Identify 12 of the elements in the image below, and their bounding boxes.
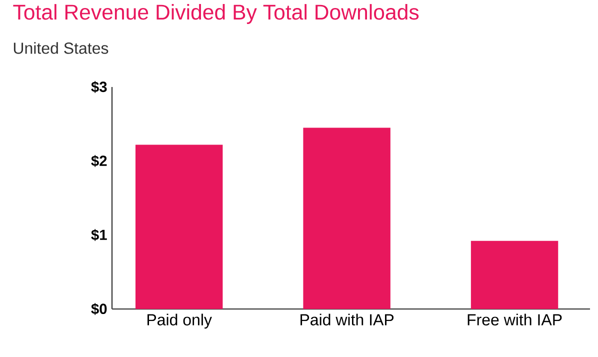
y-tick-label: $3 xyxy=(91,81,107,93)
y-tick-label: $2 xyxy=(91,155,107,167)
bar xyxy=(470,240,558,309)
x-tick-label: Paid with IAP xyxy=(300,314,394,326)
y-tick-label: $1 xyxy=(91,229,107,241)
chart-subtitle: United States xyxy=(14,42,108,54)
chart-title: Total Revenue Divided By Total Downloads xyxy=(13,4,419,24)
bar xyxy=(135,144,223,309)
x-tick-label: Free with IAP xyxy=(468,314,562,326)
bar xyxy=(303,128,390,309)
x-tick-label: Paid only xyxy=(148,314,212,329)
y-tick-label: $0 xyxy=(91,303,107,315)
